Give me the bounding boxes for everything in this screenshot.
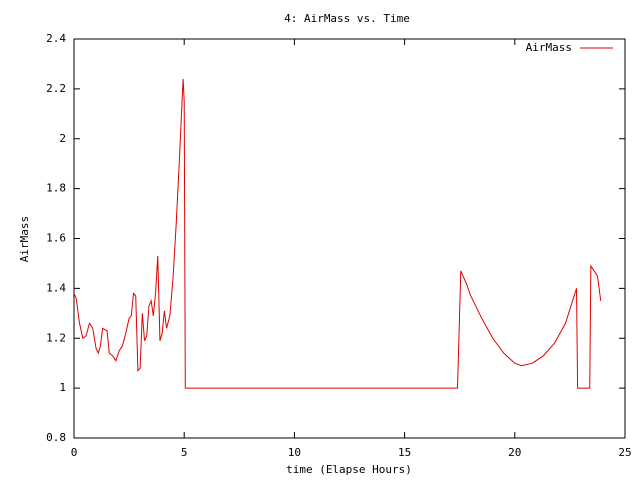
y-tick-label: 1 xyxy=(59,381,66,394)
y-tick-label: 2.4 xyxy=(46,32,66,45)
y-tick-label: 1.2 xyxy=(46,331,66,344)
y-tick-label: 1.4 xyxy=(46,281,66,294)
y-tick-label: 0.8 xyxy=(46,431,66,444)
x-axis-label: time (Elapse Hours) xyxy=(286,463,412,476)
y-tick-label: 1.6 xyxy=(46,232,66,245)
x-tick-label: 10 xyxy=(288,446,301,459)
y-axis-label: AirMass xyxy=(18,216,31,262)
x-tick-label: 25 xyxy=(618,446,631,459)
y-tick-label: 2 xyxy=(59,132,66,145)
x-tick-label: 15 xyxy=(398,446,411,459)
data-line xyxy=(73,78,602,389)
y-tick-label: 2.2 xyxy=(46,82,66,95)
x-tick-label: 0 xyxy=(71,446,78,459)
chart-title: 4: AirMass vs. Time xyxy=(284,12,410,25)
x-tick-label: 5 xyxy=(181,446,188,459)
plot-border xyxy=(73,38,626,439)
x-tick-label: 20 xyxy=(508,446,521,459)
y-tick-label: 1.8 xyxy=(46,182,66,195)
legend-label: AirMass xyxy=(526,41,572,54)
